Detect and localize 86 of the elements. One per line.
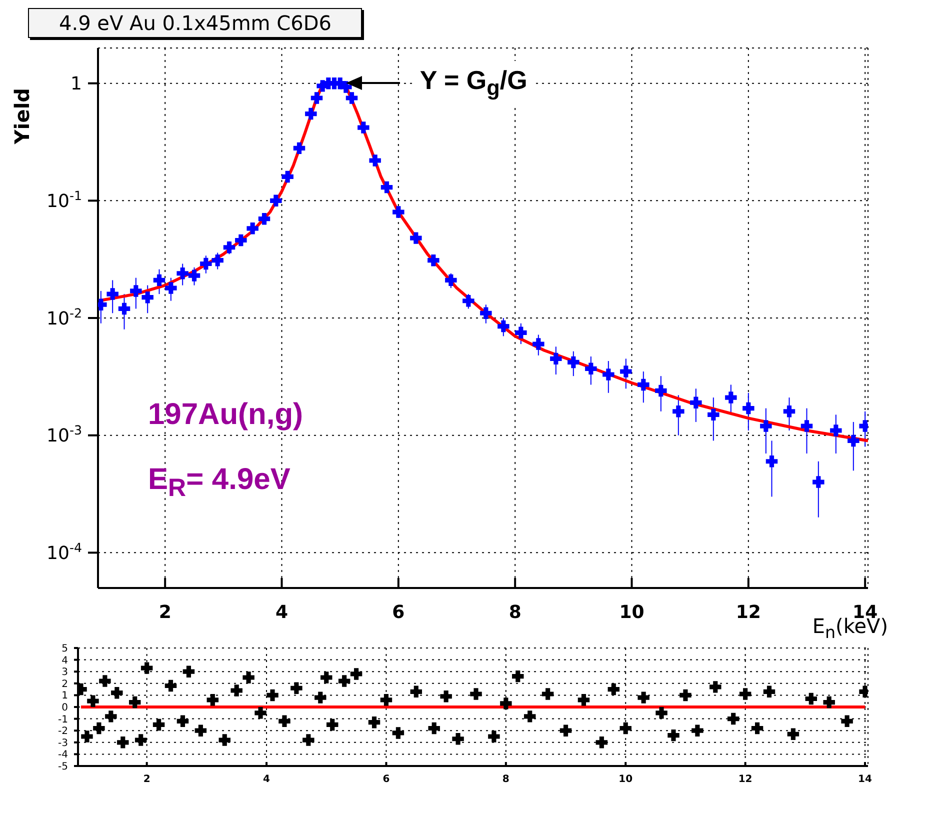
- point: [130, 285, 142, 297]
- y-tick-label: 2: [62, 678, 68, 690]
- x-tick-label: 12: [736, 602, 761, 623]
- x-tick-label: 6: [392, 602, 405, 623]
- point: [480, 307, 492, 320]
- point: [620, 366, 632, 378]
- point: [800, 420, 813, 432]
- y-tick-label: 10$^{-1}$: [46, 187, 82, 212]
- point: [340, 81, 352, 93]
- x-tick-label: 4: [263, 774, 270, 785]
- point: [246, 222, 258, 234]
- point: [293, 142, 306, 154]
- y-tick-label: 4: [62, 655, 68, 666]
- point: [550, 352, 562, 365]
- point: [812, 476, 824, 488]
- x-tick-label: 2: [143, 774, 150, 785]
- point: [258, 212, 270, 225]
- x-tick-label: 12: [738, 774, 752, 785]
- point: [760, 420, 772, 432]
- y-tick-label: 0: [62, 702, 68, 714]
- point: [690, 396, 702, 408]
- point: [766, 456, 778, 468]
- y-tick-label: 10$^{-2}$: [46, 304, 82, 330]
- point: [305, 108, 317, 120]
- point: [380, 181, 393, 194]
- y-tick-label: 10$^{-4}$: [46, 539, 82, 564]
- y-tick-label: -3: [58, 738, 68, 749]
- point: [188, 270, 200, 282]
- y-tick-label: -5: [58, 762, 68, 772]
- point: [346, 92, 358, 104]
- point: [515, 326, 527, 339]
- annotation: 197Au(n,g): [148, 398, 304, 431]
- point: [708, 408, 720, 421]
- point: [235, 234, 247, 246]
- point: [585, 362, 597, 375]
- y-tick-label: -2: [58, 726, 68, 738]
- point: [223, 241, 236, 254]
- point: [532, 338, 544, 350]
- chart-title: 4.9 eV Au 0.1x45mm C6D6: [59, 11, 332, 35]
- x-tick-label: 6: [382, 774, 390, 785]
- point: [176, 268, 188, 280]
- point: [153, 274, 166, 286]
- point: [282, 170, 294, 183]
- point: [655, 384, 667, 397]
- x-tick-label: 14: [858, 774, 872, 785]
- point: [830, 424, 842, 436]
- point: [725, 392, 737, 404]
- y-tick-label: 3: [62, 667, 68, 678]
- annotation: E$_{R}$= 4.9eV: [148, 463, 290, 502]
- y-tick-label: 5: [62, 644, 68, 654]
- annotation: Y = G$_{g}$/G: [420, 65, 528, 100]
- x-tick-label: 2: [158, 602, 172, 623]
- point: [498, 320, 510, 332]
- point: [200, 258, 212, 270]
- point: [270, 194, 282, 207]
- y-tick-label: 10$^{-3}$: [46, 422, 82, 447]
- y-axis-title: Yield: [10, 88, 34, 144]
- x-tick-label: 10: [619, 602, 644, 623]
- y-tick-label: 1: [62, 690, 68, 702]
- y-tick-label: 1: [70, 74, 82, 95]
- point: [445, 274, 457, 286]
- point: [462, 294, 474, 307]
- x-tick-label: 8: [508, 602, 522, 623]
- point: [358, 122, 370, 134]
- x-tick-label: 4: [275, 602, 288, 623]
- point: [142, 291, 154, 304]
- point: [410, 232, 422, 244]
- point: [106, 288, 118, 300]
- point: [568, 356, 580, 368]
- point: [369, 154, 381, 166]
- point: [212, 254, 224, 266]
- point: [428, 254, 440, 266]
- y-tick-label: -4: [58, 750, 68, 761]
- point: [165, 282, 177, 294]
- x-tick-label: 8: [502, 774, 510, 785]
- point: [118, 302, 130, 315]
- y-tick-label: -1: [58, 714, 68, 726]
- point: [602, 368, 614, 380]
- point: [638, 378, 650, 391]
- point: [742, 402, 754, 414]
- x-tick-label: 10: [618, 774, 633, 785]
- point: [672, 406, 684, 418]
- point: [310, 92, 323, 104]
- point: [783, 406, 796, 418]
- point: [392, 206, 404, 218]
- point: [848, 434, 860, 447]
